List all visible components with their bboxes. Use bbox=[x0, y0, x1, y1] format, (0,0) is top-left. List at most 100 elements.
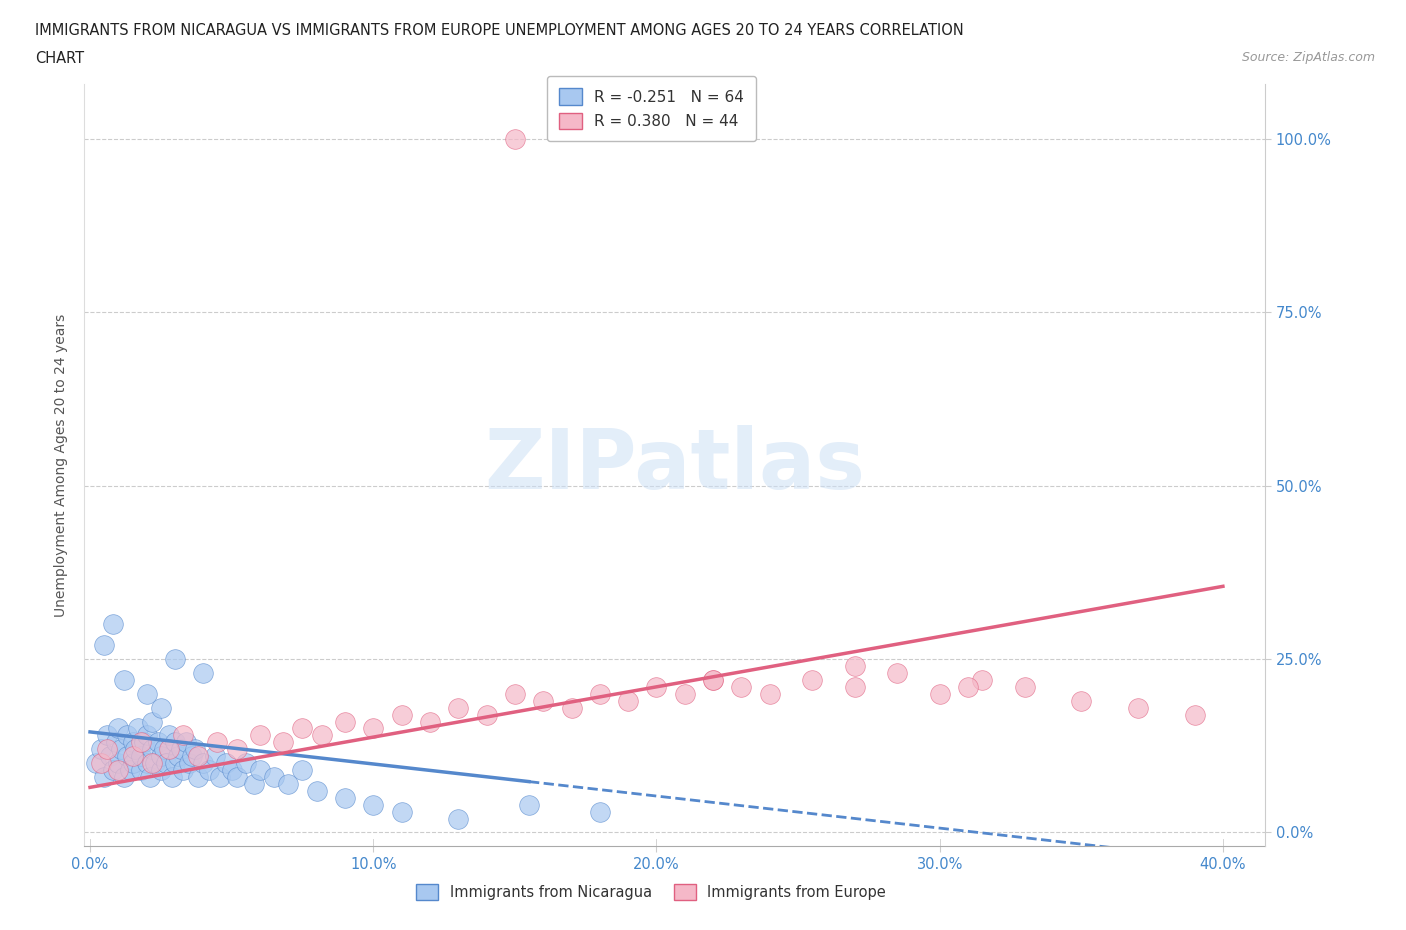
Point bbox=[163, 735, 186, 750]
Text: Source: ZipAtlas.com: Source: ZipAtlas.com bbox=[1241, 51, 1375, 64]
Point bbox=[503, 132, 526, 147]
Point bbox=[184, 742, 207, 757]
Point bbox=[291, 721, 314, 736]
Point bbox=[181, 749, 204, 764]
Point bbox=[391, 707, 413, 722]
Point bbox=[447, 700, 470, 715]
Point bbox=[291, 763, 314, 777]
Point bbox=[104, 735, 127, 750]
Point bbox=[447, 811, 470, 826]
Point bbox=[96, 742, 118, 757]
Point bbox=[589, 686, 612, 701]
Point bbox=[1184, 707, 1206, 722]
Point bbox=[112, 672, 135, 687]
Point bbox=[311, 728, 333, 743]
Point bbox=[163, 756, 186, 771]
Point bbox=[107, 763, 129, 777]
Text: IMMIGRANTS FROM NICARAGUA VS IMMIGRANTS FROM EUROPE UNEMPLOYMENT AMONG AGES 20 T: IMMIGRANTS FROM NICARAGUA VS IMMIGRANTS … bbox=[35, 23, 965, 38]
Point bbox=[249, 728, 271, 743]
Point bbox=[129, 735, 152, 750]
Legend: Immigrants from Nicaragua, Immigrants from Europe: Immigrants from Nicaragua, Immigrants fr… bbox=[409, 877, 893, 908]
Point bbox=[160, 769, 183, 784]
Point bbox=[193, 666, 215, 681]
Point bbox=[107, 756, 129, 771]
Point bbox=[207, 735, 229, 750]
Point bbox=[93, 638, 115, 653]
Point bbox=[215, 756, 238, 771]
Point bbox=[146, 735, 169, 750]
Point bbox=[928, 686, 950, 701]
Point bbox=[263, 769, 285, 784]
Point bbox=[129, 749, 152, 764]
Point bbox=[531, 693, 554, 708]
Point bbox=[157, 728, 180, 743]
Point bbox=[135, 686, 157, 701]
Point bbox=[132, 735, 155, 750]
Point bbox=[645, 680, 668, 695]
Point bbox=[143, 756, 166, 771]
Point bbox=[589, 804, 612, 819]
Point bbox=[155, 756, 177, 771]
Point bbox=[1070, 693, 1092, 708]
Text: CHART: CHART bbox=[35, 51, 84, 66]
Point bbox=[560, 700, 582, 715]
Point bbox=[702, 672, 724, 687]
Point bbox=[391, 804, 413, 819]
Point bbox=[243, 777, 266, 791]
Point bbox=[141, 714, 163, 729]
Point bbox=[149, 700, 172, 715]
Point bbox=[333, 790, 356, 805]
Point bbox=[179, 756, 201, 771]
Point bbox=[277, 777, 299, 791]
Point bbox=[157, 742, 180, 757]
Point bbox=[193, 756, 215, 771]
Point bbox=[475, 707, 498, 722]
Point bbox=[972, 672, 994, 687]
Point bbox=[110, 742, 132, 757]
Point bbox=[305, 783, 328, 798]
Point bbox=[84, 756, 107, 771]
Point bbox=[163, 652, 186, 667]
Point bbox=[101, 617, 124, 631]
Point bbox=[90, 742, 112, 757]
Point bbox=[517, 797, 540, 812]
Point bbox=[129, 763, 152, 777]
Point bbox=[124, 742, 146, 757]
Point bbox=[169, 742, 191, 757]
Point bbox=[198, 763, 221, 777]
Point bbox=[149, 763, 172, 777]
Point bbox=[93, 769, 115, 784]
Point bbox=[107, 721, 129, 736]
Point bbox=[166, 749, 188, 764]
Point bbox=[138, 769, 160, 784]
Point bbox=[1014, 680, 1036, 695]
Point bbox=[121, 735, 143, 750]
Point bbox=[271, 735, 294, 750]
Point bbox=[221, 763, 243, 777]
Point bbox=[141, 756, 163, 771]
Point bbox=[176, 735, 198, 750]
Point bbox=[209, 769, 232, 784]
Point bbox=[673, 686, 696, 701]
Point bbox=[187, 749, 209, 764]
Point bbox=[844, 658, 866, 673]
Point bbox=[333, 714, 356, 729]
Point bbox=[235, 756, 257, 771]
Point bbox=[844, 680, 866, 695]
Point bbox=[121, 756, 143, 771]
Point bbox=[152, 742, 174, 757]
Point bbox=[956, 680, 979, 695]
Point bbox=[98, 749, 121, 764]
Point bbox=[135, 728, 157, 743]
Point bbox=[96, 728, 118, 743]
Point bbox=[730, 680, 752, 695]
Y-axis label: Unemployment Among Ages 20 to 24 years: Unemployment Among Ages 20 to 24 years bbox=[55, 313, 69, 617]
Point bbox=[141, 742, 163, 757]
Point bbox=[361, 721, 384, 736]
Point bbox=[173, 763, 195, 777]
Point bbox=[187, 769, 209, 784]
Point bbox=[173, 728, 195, 743]
Point bbox=[226, 769, 249, 784]
Point bbox=[118, 763, 141, 777]
Point bbox=[503, 686, 526, 701]
